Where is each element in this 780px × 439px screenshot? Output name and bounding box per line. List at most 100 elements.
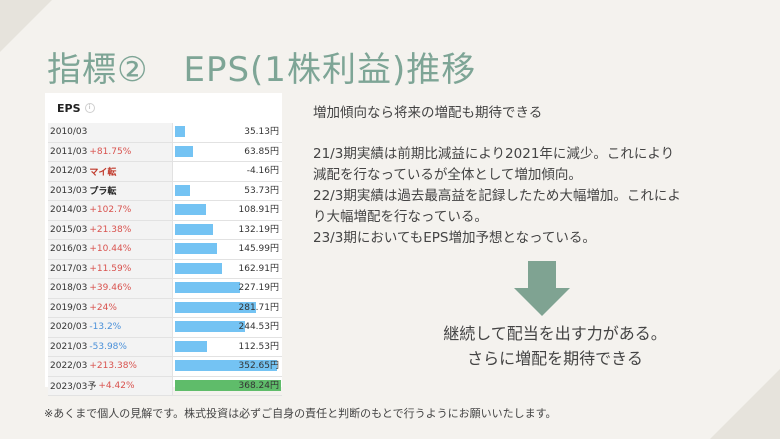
eps-bar-cell: 145.99円 xyxy=(173,240,282,259)
eps-year-cell: 2010/03 xyxy=(48,123,173,142)
eps-year: 2021/03 xyxy=(50,341,88,352)
eps-change: -53.98% xyxy=(89,341,127,352)
eps-value-label: 227.19円 xyxy=(238,283,280,293)
eps-change: +11.59% xyxy=(89,263,132,274)
eps-row: 2010/03 35.13円 xyxy=(48,123,282,143)
body-text: 21/3期実績は前期比減益により2021年に減少。これにより 減配を行なっている… xyxy=(313,144,773,249)
eps-year-cell: 2016/03 +10.44% xyxy=(48,240,173,259)
body-line: 減配を行なっているが全体として増加傾向。 xyxy=(313,167,582,183)
eps-change: +21.38% xyxy=(89,224,132,235)
eps-year: 2017/03 xyxy=(50,263,88,274)
eps-bar-cell: -4.16円 xyxy=(173,162,282,181)
decorative-corner-bottom-right xyxy=(710,369,780,439)
eps-change: プラ転 xyxy=(89,187,117,198)
eps-year-cell: 2015/03 +21.38% xyxy=(48,220,173,239)
eps-bar-cell: 281.71円 xyxy=(173,299,282,318)
eps-bar xyxy=(175,243,218,254)
eps-value-label: 352.65円 xyxy=(238,361,280,371)
eps-row: 2018/03 +39.46% 227.19円 xyxy=(48,279,282,299)
eps-bar xyxy=(175,262,222,274)
eps-value-label: 112.53円 xyxy=(238,341,280,352)
eps-bar-cell: 53.73円 xyxy=(173,182,282,201)
eps-row: 2021/03 -53.98% 112.53円 xyxy=(48,337,282,357)
eps-row: 2015/03 +21.38% 132.19円 xyxy=(48,220,282,240)
eps-year-cell: 2018/03 +39.46% xyxy=(48,279,173,298)
body-line: 21/3期実績は前期比減益により2021年に減少。これにより xyxy=(313,146,675,162)
eps-value-label: 35.13円 xyxy=(244,127,279,137)
eps-row: 2012/03 マイ転 -4.16円 xyxy=(48,162,282,182)
eps-table: 2010/03 35.13円 2011/03 +81.75% 63.85円 2012/03… xyxy=(48,123,282,396)
eps-change: +102.7% xyxy=(89,205,132,216)
eps-year: 2023/03予 xyxy=(50,382,97,393)
eps-year-cell: 2022/03 +213.38% xyxy=(48,357,173,376)
eps-bar-cell: 108.91円 xyxy=(173,201,282,220)
eps-change: +39.46% xyxy=(89,283,132,294)
eps-change: +81.75% xyxy=(89,146,132,157)
eps-bar xyxy=(175,321,246,332)
decorative-corner-top-left xyxy=(0,0,52,52)
eps-value-label: 281.71円 xyxy=(238,302,280,313)
eps-year: 2019/03 xyxy=(50,302,88,313)
eps-bar-cell: 162.91円 xyxy=(173,260,282,279)
eps-row: 2019/03 +24% 281.71円 xyxy=(48,298,282,318)
eps-bar-cell: 35.13円 xyxy=(173,123,282,142)
eps-value-label: 162.91円 xyxy=(238,263,280,274)
eps-value-label: 53.73円 xyxy=(244,185,279,196)
eps-year: 2022/03 xyxy=(50,361,88,372)
eps-bar xyxy=(175,340,208,352)
subtitle: 増加傾向なら将来の増配も期待できる xyxy=(313,105,543,121)
eps-year: 2015/03 xyxy=(50,224,88,235)
eps-change: マイ転 xyxy=(89,167,117,178)
eps-year-cell: 2019/03 +24% xyxy=(48,298,173,317)
eps-change: +24% xyxy=(89,302,117,313)
eps-year: 2010/03 xyxy=(50,127,88,138)
eps-year: 2011/03 xyxy=(50,146,88,157)
eps-year-cell: 2023/03予 +4.42% xyxy=(48,376,173,395)
eps-value-label: 108.91円 xyxy=(238,205,280,215)
eps-year: 2012/03 xyxy=(50,166,88,177)
body-line: り大幅増配を行なっている。 xyxy=(313,209,488,225)
eps-bar xyxy=(175,126,186,137)
conclusion-line: 継続して配当を出す力がある。 xyxy=(443,324,667,343)
eps-bar-cell: 352.65円 xyxy=(173,357,282,376)
eps-year-cell: 2017/03 +11.59% xyxy=(48,259,173,278)
eps-row: 2016/03 +10.44% 145.99円 xyxy=(48,240,282,260)
eps-row: 2022/03 +213.38% 352.65円 xyxy=(48,357,282,377)
eps-change: -13.2% xyxy=(89,322,122,333)
eps-bar-cell: 244.53円 xyxy=(173,318,282,337)
eps-year-cell: 2013/03 プラ転 xyxy=(48,181,173,200)
eps-bar xyxy=(175,301,257,313)
eps-panel-title: EPS xyxy=(57,101,81,115)
eps-bar-cell: 227.19円 xyxy=(173,279,282,298)
eps-year-cell: 2014/03 +102.7% xyxy=(48,201,173,220)
eps-bar xyxy=(175,360,277,371)
info-icon[interactable]: i xyxy=(84,103,95,113)
eps-year: 2014/03 xyxy=(50,205,88,216)
eps-value-label: 63.85円 xyxy=(244,146,279,157)
eps-bar-cell: 112.53円 xyxy=(173,338,282,357)
eps-year: 2013/03 xyxy=(50,185,88,196)
eps-row: 2011/03 +81.75% 63.85円 xyxy=(48,142,282,162)
eps-value-label: -4.16円 xyxy=(246,166,279,176)
slide-title: 指標② EPS(1株利益)推移 xyxy=(47,50,477,90)
eps-change: +10.44% xyxy=(89,244,132,255)
eps-value-label: 368.24円 xyxy=(238,380,280,391)
eps-year-cell: 2021/03 -53.98% xyxy=(48,337,173,356)
eps-year: 2018/03 xyxy=(50,283,88,294)
eps-change: +4.42% xyxy=(98,380,135,391)
eps-value-label: 145.99円 xyxy=(238,244,280,254)
eps-change: +213.38% xyxy=(89,361,137,372)
eps-forecast-bar xyxy=(175,379,281,391)
eps-row: 2017/03 +11.59% 162.91円 xyxy=(48,259,282,279)
eps-bar-cell: 368.24円 xyxy=(173,377,282,396)
eps-value-label: 132.19円 xyxy=(238,224,280,235)
down-arrow-icon xyxy=(514,261,570,316)
body-line: 22/3期実績は過去最高益を記録したため大幅増加。これによ xyxy=(313,188,681,204)
eps-bar xyxy=(175,145,194,157)
eps-bar xyxy=(175,204,207,215)
eps-row: 2014/03 +102.7% 108.91円 xyxy=(48,201,282,221)
eps-bar xyxy=(175,282,241,293)
disclaimer: ※あくまで個人の見解です。株式投資は必ずご自身の責任と判断のもとで行うようにお願… xyxy=(44,407,557,420)
eps-row: 2020/03 -13.2% 244.53円 xyxy=(48,318,282,338)
eps-panel: EPS i 2010/03 35.13円 2011/03 +81.75% 63.85円 2… xyxy=(45,93,282,396)
